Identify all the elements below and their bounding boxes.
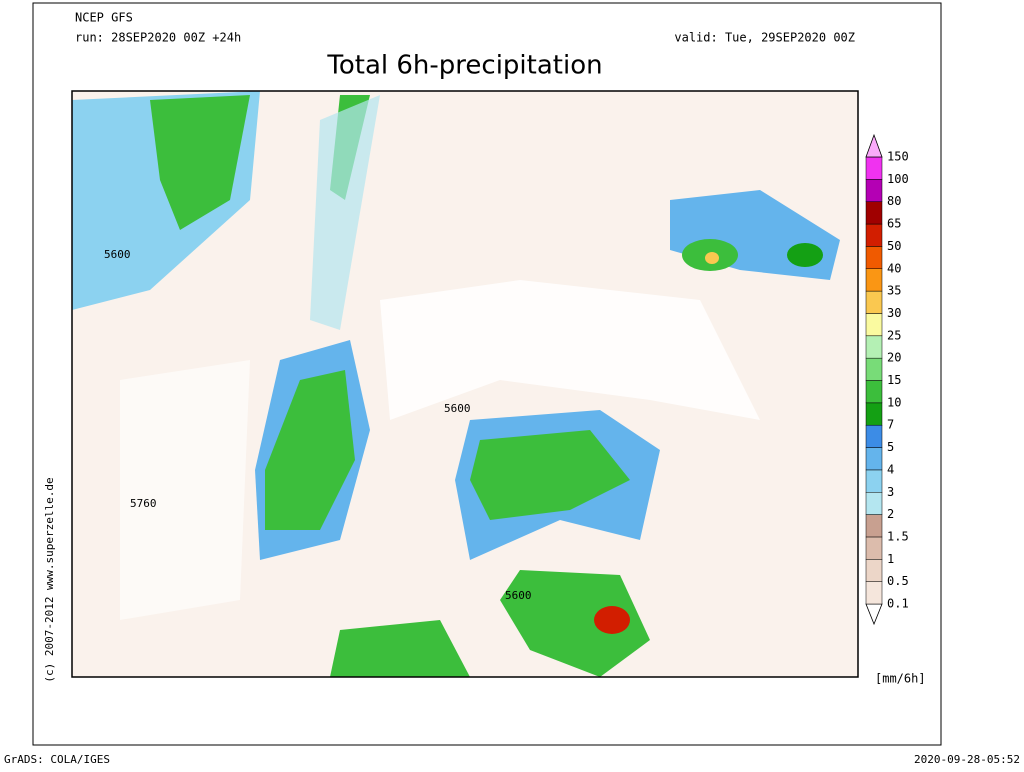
legend-swatch <box>865 380 883 404</box>
legend-swatch <box>865 402 883 426</box>
credit: (c) 2007-2012 www.superzelle.de <box>43 477 56 682</box>
footer-left: GrADS: COLA/IGES <box>4 753 110 766</box>
legend-swatch <box>865 536 883 560</box>
legend-label: 3 <box>887 485 894 499</box>
footer-right: 2020-09-28-05:52 <box>914 753 1020 766</box>
legend-label: 35 <box>887 284 901 298</box>
legend-label: 65 <box>887 217 901 231</box>
legend-label: 0.5 <box>887 574 909 588</box>
map-frame <box>71 90 859 678</box>
legend-swatch <box>865 313 883 337</box>
legend-label: 100 <box>887 172 909 186</box>
legend-swatch <box>865 223 883 247</box>
legend-swatch <box>865 246 883 269</box>
legend-bottom-arrow <box>865 603 883 626</box>
legend-label: 40 <box>887 261 901 275</box>
legend-swatch <box>865 469 883 493</box>
legend-label: 4 <box>887 462 894 476</box>
legend-swatch <box>865 424 883 448</box>
legend-swatch <box>865 357 883 381</box>
legend-label: 20 <box>887 351 901 365</box>
legend-label: 30 <box>887 306 901 320</box>
legend-unit: [mm/6h] <box>875 672 926 686</box>
legend-label: 10 <box>887 395 901 409</box>
legend-label: 80 <box>887 194 901 208</box>
legend-label: 5 <box>887 440 894 454</box>
legend-swatch <box>865 201 883 225</box>
page-frame <box>32 2 942 746</box>
legend-label: 25 <box>887 328 901 342</box>
legend-label: 2 <box>887 507 894 521</box>
legend-swatch <box>865 492 883 515</box>
legend-swatch <box>865 335 883 359</box>
contour-label: 5600 <box>444 402 471 415</box>
legend-label: 1 <box>887 552 894 566</box>
legend-swatch <box>865 179 883 202</box>
legend-swatch <box>865 447 883 471</box>
legend-swatch <box>865 156 883 180</box>
legend-label: 1.5 <box>887 529 909 543</box>
legend-swatch <box>865 581 883 605</box>
contour-label: 5760 <box>130 497 157 510</box>
legend-label: 0.1 <box>887 597 909 611</box>
run: run: 28SEP2020 00Z +24h <box>75 31 241 45</box>
legend-label: 50 <box>887 239 901 253</box>
legend: 0.1 0.5 1 1.5 2 3 4 5 7 10 15 20 25 30 35 40 50 65 80 100 15… <box>865 133 909 626</box>
model: NCEP GFS <box>75 11 133 25</box>
valid: valid: Tue, 29SEP2020 00Z <box>674 31 855 45</box>
legend-swatch <box>865 514 883 538</box>
contour-label: 5600 <box>104 248 131 261</box>
legend-label: 150 <box>887 150 909 164</box>
title: Total 6h-precipitation <box>326 51 602 81</box>
legend-label: 15 <box>887 373 901 387</box>
map <box>72 91 858 677</box>
legend-swatch <box>865 290 883 314</box>
legend-swatch <box>865 268 883 292</box>
legend-top-arrow <box>865 133 883 158</box>
legend-label: 7 <box>887 418 894 432</box>
legend-swatch <box>865 559 883 582</box>
contour-label: 5600 <box>505 589 532 602</box>
